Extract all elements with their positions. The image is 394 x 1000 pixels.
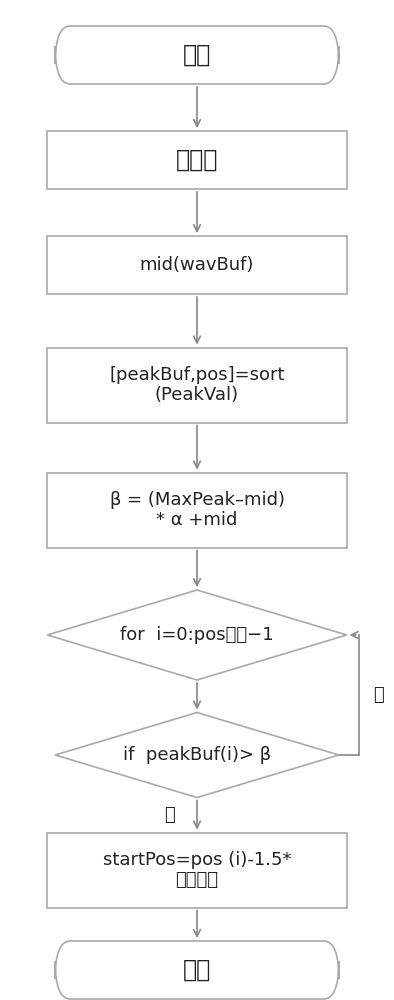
Bar [47, 236, 347, 294]
Bar [47, 348, 347, 422]
Text: 结束: 结束 [183, 958, 211, 982]
FancyBboxPatch shape [55, 941, 339, 999]
Bar [47, 473, 347, 548]
Text: mid(wavBuf): mid(wavBuf) [140, 256, 254, 274]
Polygon shape [47, 590, 347, 680]
Polygon shape [55, 712, 339, 798]
FancyBboxPatch shape [55, 26, 339, 84]
Text: [peakBuf,pos]=sort
(PeakVal): [peakBuf,pos]=sort (PeakVal) [109, 366, 285, 404]
Text: for  i=0:pos个数−1: for i=0:pos个数−1 [120, 626, 274, 644]
Text: 开始: 开始 [183, 43, 211, 67]
Text: β = (MaxPeak–mid)
* α +mid: β = (MaxPeak–mid) * α +mid [110, 491, 284, 529]
Bar [47, 832, 347, 908]
Text: startPos=pos (i)-1.5*
周期点数: startPos=pos (i)-1.5* 周期点数 [103, 851, 291, 889]
Text: 否: 否 [373, 686, 384, 704]
Text: if  peakBuf(i)> β: if peakBuf(i)> β [123, 746, 271, 764]
Text: 初始化: 初始化 [176, 148, 218, 172]
Text: 是: 是 [164, 806, 175, 824]
Bar [47, 131, 347, 189]
